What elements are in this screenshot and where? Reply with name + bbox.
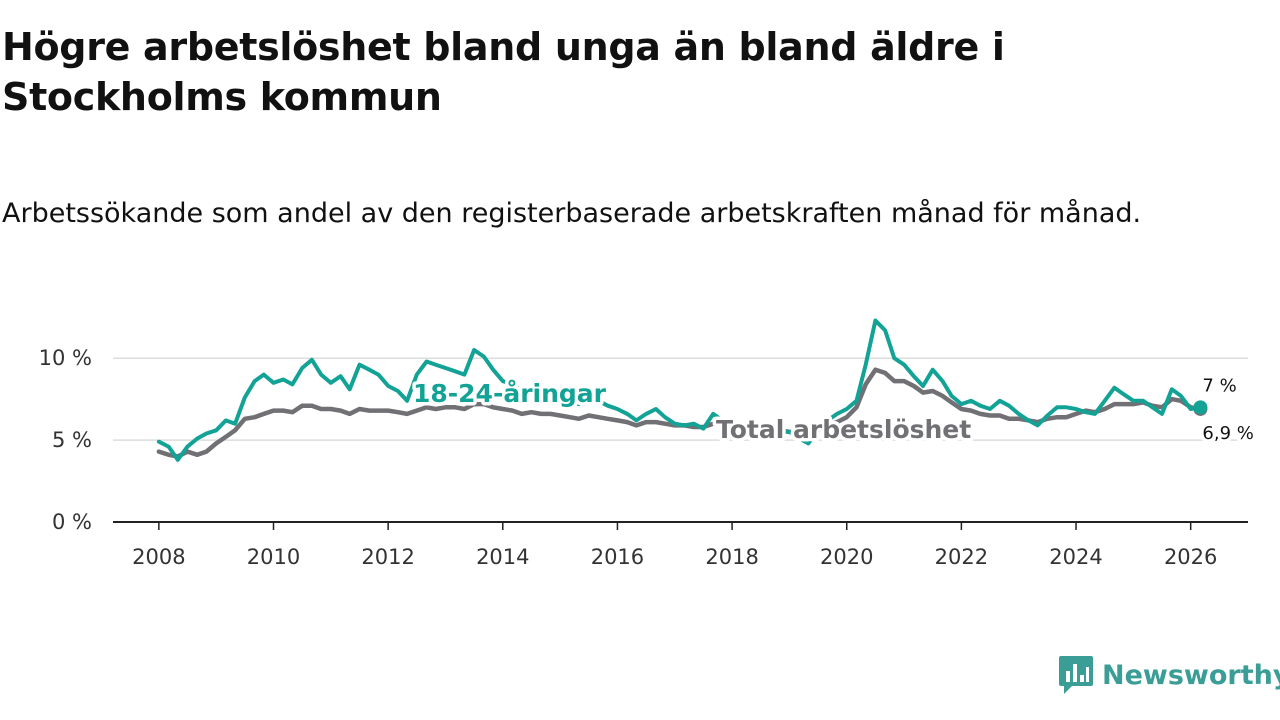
x-tick-label: 2024 — [1049, 545, 1102, 569]
chart-title: Högre arbetslöshet bland unga än bland ä… — [2, 25, 1005, 119]
x-tick-label: 2022 — [935, 545, 988, 569]
x-tick-label: 2016 — [591, 545, 644, 569]
end-label-youth: 7 % — [1202, 375, 1236, 396]
x-tick-label: 2026 — [1164, 545, 1217, 569]
line-chart: 0 % 5 % 10 % 2008 2010 2012 2014 2016 2018 2020 20… — [38, 318, 1258, 569]
axes: 0 % 5 % 10 % 2008 2010 2012 2014 2016 2018 2020 20… — [39, 346, 1248, 569]
series-label-total: Total arbetslöshet — [716, 415, 971, 444]
newsworthy-wordmark: Newsworthy — [1102, 659, 1280, 691]
x-tick-label: 2014 — [476, 545, 529, 569]
chart-subtitle: Arbetssökande som andel av den registerb… — [2, 198, 1142, 229]
x-tick-label: 2012 — [361, 545, 414, 569]
series-line-total — [156, 367, 1203, 459]
x-tick-label: 2008 — [132, 545, 185, 569]
y-tick-label: 5 % — [52, 428, 92, 452]
x-tick-label: 2020 — [820, 545, 873, 569]
end-marker-youth — [1193, 400, 1208, 415]
x-tick-label: 2018 — [705, 545, 758, 569]
series-line-youth — [156, 318, 1203, 462]
y-tick-label: 0 % — [52, 510, 92, 534]
newsworthy-logo-icon — [1059, 656, 1093, 694]
newsworthy-logo: Newsworthy — [1058, 653, 1280, 697]
series-labels: 18-24-åringar Total arbetslöshet 7 % 6,9 % — [410, 372, 1258, 448]
gridlines — [113, 357, 1248, 441]
end-label-total: 6,9 % — [1202, 423, 1253, 444]
x-tick-label: 2010 — [247, 545, 300, 569]
series-lines — [156, 318, 1208, 462]
series-label-youth: 18-24-åringar — [413, 379, 607, 408]
y-tick-label: 10 % — [39, 346, 92, 370]
